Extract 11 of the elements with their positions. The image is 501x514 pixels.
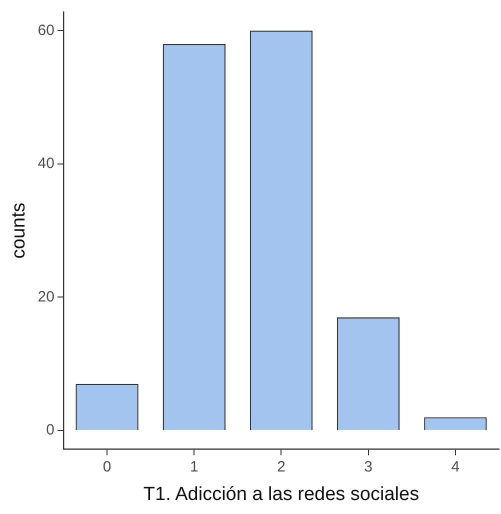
x-tick-label: 0 bbox=[102, 458, 112, 476]
y-axis-title: counts bbox=[8, 202, 30, 259]
x-tick-label: 2 bbox=[277, 458, 286, 476]
x-tick-label: 4 bbox=[451, 458, 460, 476]
x-tick-label: 1 bbox=[190, 458, 198, 476]
y-tick-label: 20 bbox=[38, 288, 54, 306]
y-tick-label: 0 bbox=[46, 422, 54, 439]
x-axis-title: T1. Adicción a las redes sociales bbox=[143, 484, 420, 505]
x-tick-label: 3 bbox=[364, 458, 373, 476]
y-tick-label: 60 bbox=[38, 22, 54, 39]
y-tick-label: 40 bbox=[38, 155, 54, 172]
